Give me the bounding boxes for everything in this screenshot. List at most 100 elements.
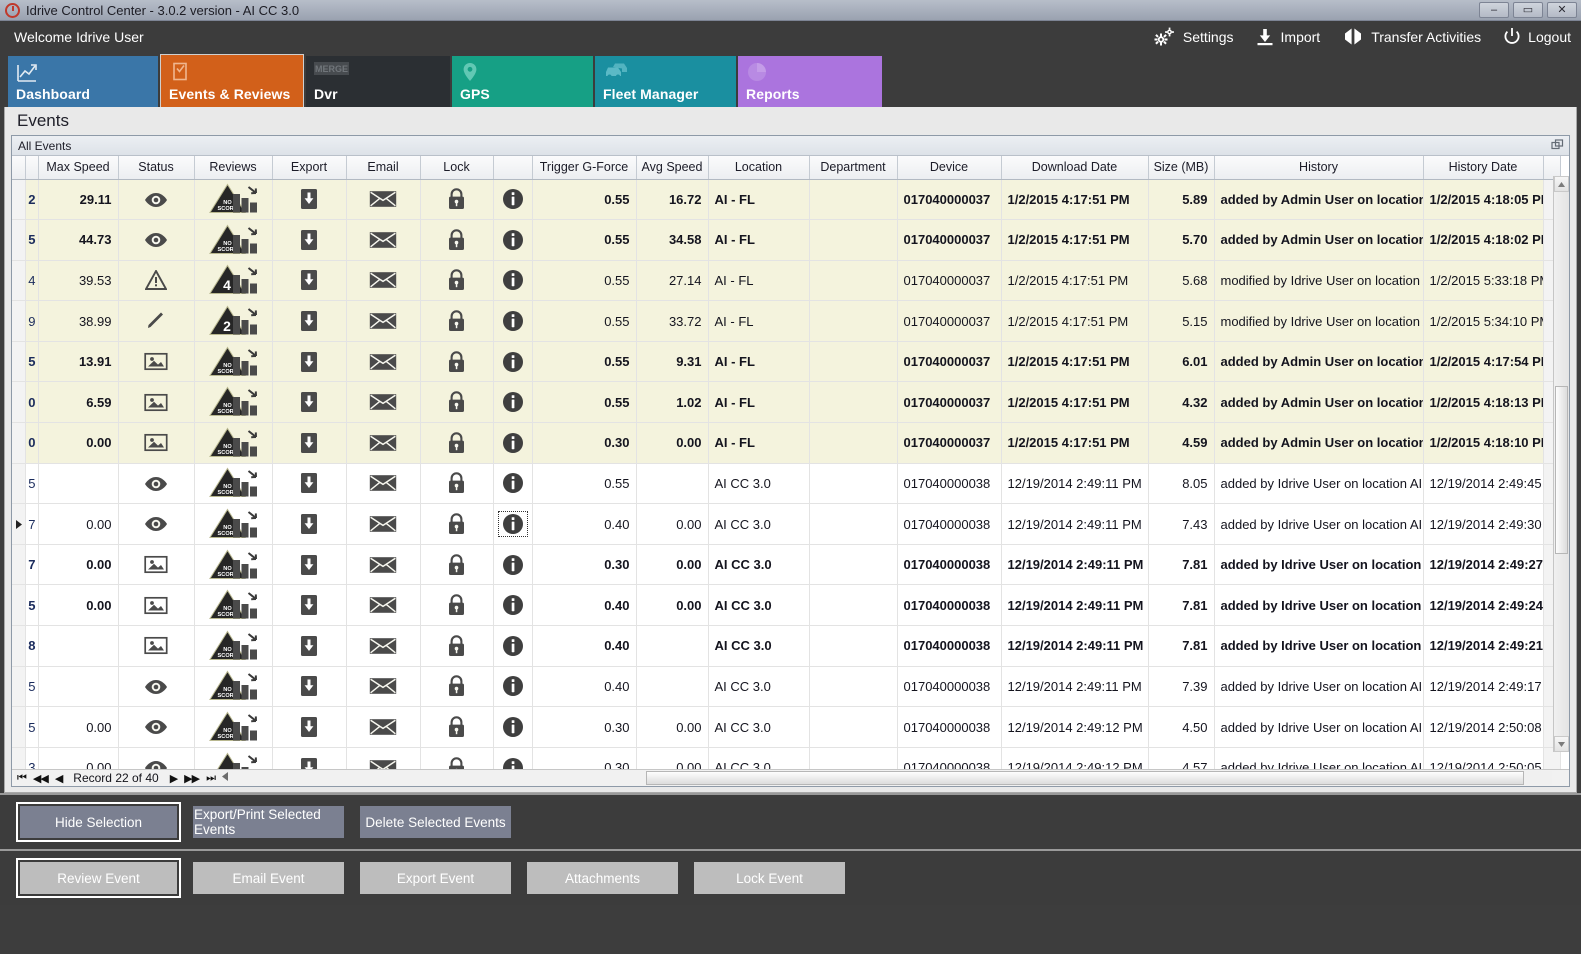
table-row[interactable]: 7 0.00 NO SCORE 0.40 0.00 AI CC 3.0 01704000003… xyxy=(12,503,1561,545)
col-max-speed[interactable]: Max Speed xyxy=(38,156,119,180)
cell-status-eye-icon[interactable] xyxy=(118,219,195,261)
logout-button[interactable]: Logout xyxy=(1503,27,1571,46)
tab-gps[interactable]: GPS xyxy=(452,56,593,107)
grid-scroll-region[interactable]: Max Speed Status Reviews Export Email Lo… xyxy=(12,156,1569,769)
row-selector[interactable] xyxy=(12,503,26,545)
col-email[interactable]: Email xyxy=(346,156,421,180)
cell-lock-icon[interactable] xyxy=(420,463,494,505)
cell-lock-icon[interactable] xyxy=(420,625,494,667)
cell-status-eye-icon[interactable] xyxy=(118,747,195,769)
table-row[interactable]: 9 38.99 2 0.55 33.72 AI - FL 017040000037 1/2/2… xyxy=(12,300,1561,342)
row-selector[interactable] xyxy=(12,260,26,302)
cell-status-image-icon[interactable] xyxy=(118,544,195,586)
row-selector[interactable] xyxy=(12,463,26,505)
cell-export-icon[interactable] xyxy=(272,666,347,708)
cell-status-warning-icon[interactable] xyxy=(118,260,195,302)
cell-info-icon[interactable] xyxy=(493,706,533,748)
col-avg-speed[interactable]: Avg Speed xyxy=(636,156,709,180)
cell-export-icon[interactable] xyxy=(272,300,347,342)
cell-lock-icon[interactable] xyxy=(420,503,494,545)
cell-email-icon[interactable] xyxy=(346,381,421,424)
tab-dashboard[interactable]: Dashboard xyxy=(8,56,158,107)
row-selector[interactable] xyxy=(12,666,26,708)
cell-export-icon[interactable] xyxy=(272,260,347,302)
cell-email-icon[interactable] xyxy=(346,666,421,708)
scroll-up-arrow[interactable] xyxy=(1554,176,1569,192)
cell-info-icon[interactable] xyxy=(493,747,533,769)
table-row[interactable]: 8 NO SCORE 0.40 AI CC 3.0 017040000038 12/19/2… xyxy=(12,625,1561,667)
table-row[interactable]: 0 0.00 NO SCORE 0.30 0.00 AI - FL 017040000037 1… xyxy=(12,422,1561,464)
cell-export-icon[interactable] xyxy=(272,341,347,383)
nav-last-record[interactable]: ⏭ xyxy=(206,771,216,784)
cell-info-icon[interactable] xyxy=(493,584,533,627)
cell-email-icon[interactable] xyxy=(346,422,421,464)
close-icon[interactable]: ✕ xyxy=(1547,2,1577,18)
cell-export-icon[interactable] xyxy=(272,179,347,221)
table-row[interactable]: 0 6.59 NO SCORE 0.55 1.02 AI - FL 017040000037 1… xyxy=(12,381,1561,424)
review-event-button[interactable]: Review Event xyxy=(16,858,181,898)
table-row[interactable]: 5 13.91 NO SCORE 0.55 9.31 AI - FL 017040000037… xyxy=(12,341,1561,383)
cell-email-icon[interactable] xyxy=(346,219,421,261)
col-marker[interactable] xyxy=(12,156,26,180)
cell-export-icon[interactable] xyxy=(272,625,347,667)
vertical-scroll-thumb[interactable] xyxy=(1555,386,1568,554)
nav-prev-page[interactable]: ◀◀ xyxy=(32,772,49,785)
cell-status-image-icon[interactable] xyxy=(118,584,195,627)
table-row[interactable]: 5 NO SCORE 0.55 AI CC 3.0 017040000038 12/19/2… xyxy=(12,463,1561,505)
tab-fleet-manager[interactable]: Fleet Manager xyxy=(595,56,736,107)
table-row[interactable]: 2 29.11 NO SCORE 0.55 16.72 AI - FL 01704000003… xyxy=(12,179,1561,221)
col-size-mb[interactable]: Size (MB) xyxy=(1148,156,1215,180)
popout-window-icon[interactable] xyxy=(1551,139,1564,155)
cell-info-icon[interactable] xyxy=(493,625,533,667)
tab-events-reviews[interactable]: Events & Reviews xyxy=(160,54,304,107)
cell-lock-icon[interactable] xyxy=(420,381,494,424)
cell-info-icon[interactable] xyxy=(493,300,533,342)
cell-info-icon[interactable] xyxy=(493,422,533,464)
cell-export-icon[interactable] xyxy=(272,706,347,748)
row-selector[interactable] xyxy=(12,300,26,342)
tab-reports[interactable]: Reports xyxy=(738,56,882,107)
cell-email-icon[interactable] xyxy=(346,625,421,667)
import-button[interactable]: Import xyxy=(1256,27,1320,46)
cell-lock-icon[interactable] xyxy=(420,666,494,708)
cell-status-eye-icon[interactable] xyxy=(118,706,195,748)
cell-export-icon[interactable] xyxy=(272,381,347,424)
cell-lock-icon[interactable] xyxy=(420,544,494,586)
nav-next-record[interactable]: ▶ xyxy=(169,772,179,785)
col-trigger-g-force[interactable]: Trigger G-Force xyxy=(532,156,637,180)
col-status[interactable]: Status xyxy=(118,156,195,180)
table-row[interactable]: 7 0.00 NO SCORE 0.30 0.00 AI CC 3.0 01704000003… xyxy=(12,544,1561,586)
cell-email-icon[interactable] xyxy=(346,300,421,342)
horizontal-scroll-thumb[interactable] xyxy=(646,771,1524,785)
scroll-down-arrow[interactable] xyxy=(1554,736,1569,752)
cell-email-icon[interactable] xyxy=(346,706,421,748)
row-selector[interactable] xyxy=(12,219,26,261)
row-selector[interactable] xyxy=(12,706,26,748)
table-row[interactable]: 5 NO SCORE 0.40 AI CC 3.0 017040000038 12/19/2… xyxy=(12,666,1561,708)
col-export[interactable]: Export xyxy=(272,156,347,180)
cell-email-icon[interactable] xyxy=(346,341,421,383)
cell-info-icon[interactable] xyxy=(493,544,533,586)
cell-status-pencil-icon[interactable] xyxy=(118,300,195,342)
col-history-date[interactable]: History Date xyxy=(1423,156,1544,180)
col-id[interactable] xyxy=(25,156,39,180)
row-selector[interactable] xyxy=(12,747,26,769)
export-event-button[interactable]: Export Event xyxy=(360,862,511,894)
transfer-activities-button[interactable]: Transfer Activities xyxy=(1342,27,1481,46)
col-info[interactable] xyxy=(493,156,533,180)
cell-lock-icon[interactable] xyxy=(420,747,494,769)
cell-lock-icon[interactable] xyxy=(420,706,494,748)
cell-info-icon[interactable] xyxy=(493,666,533,708)
cell-info-icon[interactable] xyxy=(493,260,533,302)
row-selector[interactable] xyxy=(12,625,26,667)
cell-info-icon[interactable] xyxy=(493,463,533,505)
row-selector[interactable] xyxy=(12,422,26,464)
cell-email-icon[interactable] xyxy=(346,179,421,221)
cell-email-icon[interactable] xyxy=(346,463,421,505)
row-selector[interactable] xyxy=(12,179,26,221)
